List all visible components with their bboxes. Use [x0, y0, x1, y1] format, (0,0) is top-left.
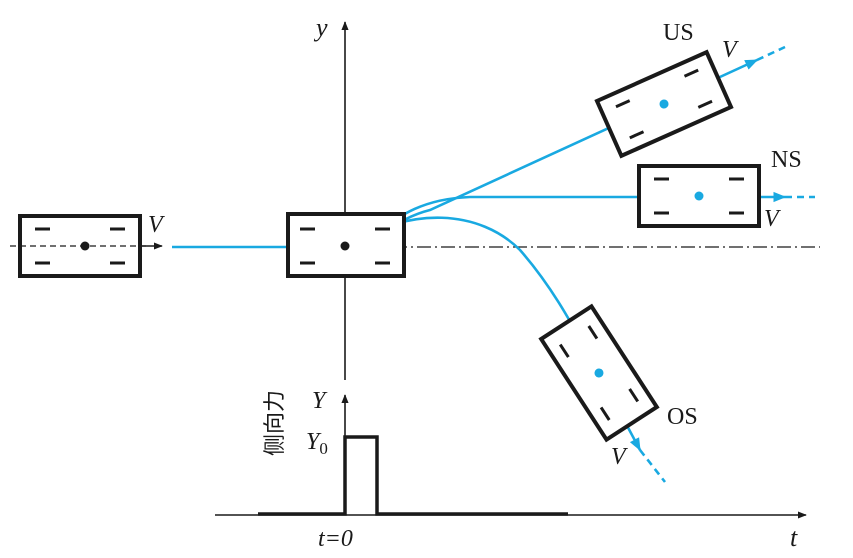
understeer-label: US [663, 20, 694, 46]
vehicle-at-origin [286, 212, 406, 278]
velocity-label-oversteer: V [611, 444, 628, 470]
velocity-label-understeer: V [722, 37, 739, 63]
force-peak-label: Y0 [306, 429, 328, 458]
neutral-steer-label: NS [771, 147, 802, 173]
vehicle-understeer [594, 49, 734, 159]
center-of-gravity [340, 241, 350, 251]
vehicle-wheel [629, 130, 645, 140]
vehicle-wheel [599, 406, 611, 421]
vehicle-oversteer [538, 303, 660, 443]
velocity-label-initial: V [148, 212, 165, 238]
velocity-label-neutral-steer: V [764, 206, 781, 232]
vehicle-initial [10, 214, 163, 278]
vehicle-neutral-steer [637, 164, 761, 228]
vehicle-wheel [615, 99, 631, 109]
vehicle-wheel [697, 99, 713, 109]
center-of-gravity [80, 241, 90, 251]
oversteer-label: OS [667, 404, 698, 430]
force-axis-label: Y [312, 388, 328, 414]
force-title-label: 侧向力 [263, 390, 288, 456]
t-zero-label: t=0 [318, 526, 353, 552]
center-of-gravity [694, 191, 704, 201]
oversteer-path-dash [638, 449, 667, 483]
center-of-gravity [659, 99, 669, 109]
t-axis-label: t [790, 523, 798, 552]
vehicle-wheel [587, 325, 599, 340]
center-of-gravity [594, 368, 604, 378]
vehicle-wheel [683, 68, 699, 78]
y-axis-label: y [313, 13, 328, 42]
lateral-force-pulse [258, 435, 568, 516]
vehicle-wheel [558, 343, 570, 358]
vehicle-wheel [628, 388, 640, 403]
understeer-path-dash [756, 45, 786, 62]
